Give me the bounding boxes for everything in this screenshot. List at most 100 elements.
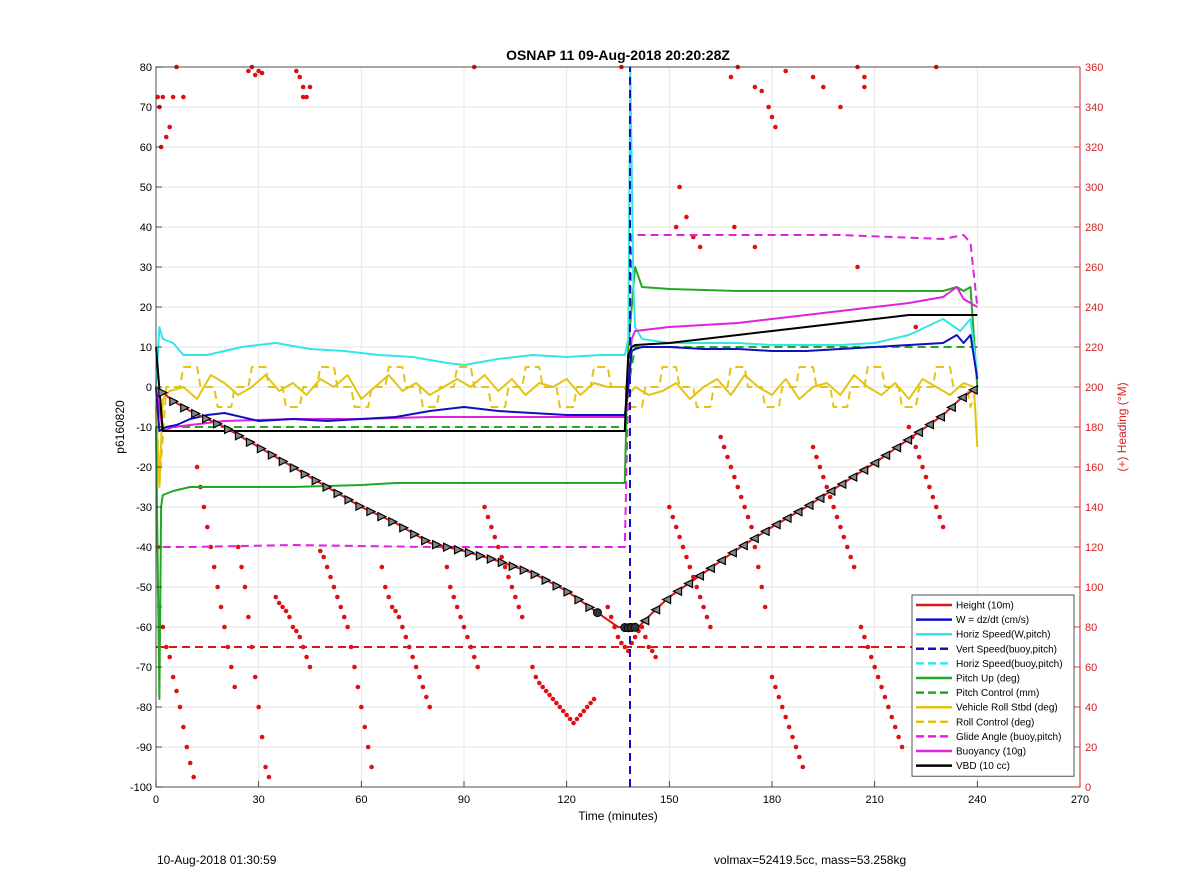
heading-point — [886, 704, 891, 710]
heading-point — [540, 684, 546, 690]
height-marker — [639, 615, 650, 626]
height-marker — [924, 419, 935, 430]
height-marker — [694, 570, 705, 581]
y-tick-label: -30 — [136, 502, 152, 514]
heading-point — [352, 664, 357, 670]
heading-point — [718, 434, 723, 440]
heading-point — [177, 704, 183, 710]
heading-point — [252, 72, 258, 78]
height-marker — [705, 563, 716, 574]
height-marker — [869, 458, 880, 468]
heading-point — [687, 564, 693, 570]
heading-point — [588, 700, 593, 706]
heading-point — [862, 84, 867, 90]
heading-point — [752, 544, 758, 550]
y-tick-label: -40 — [136, 542, 152, 554]
y2-tick-label: 240 — [1085, 302, 1103, 314]
chart-title: OSNAP 11 09-Aug-2018 20:20:28Z — [506, 47, 730, 63]
y2-axis-label: (+) Heading (°M) — [1115, 382, 1129, 471]
height-marker — [486, 554, 497, 564]
height-marker — [770, 519, 781, 530]
heading-point — [738, 494, 744, 500]
heading-point — [280, 604, 285, 610]
heading-point — [170, 674, 176, 680]
heading-point — [181, 94, 186, 100]
height-marker — [716, 555, 726, 566]
series-line-pitch_up — [155, 266, 979, 700]
heading-point — [831, 504, 836, 510]
heading-point — [283, 608, 289, 614]
heading-point — [170, 94, 176, 100]
heading-point — [276, 600, 282, 606]
y-tick-label: 10 — [140, 342, 152, 354]
heading-point — [304, 654, 309, 660]
heading-point — [756, 564, 761, 570]
heading-point — [769, 674, 775, 680]
y-axis-label: p6160820 — [113, 400, 127, 454]
height-marker — [333, 488, 344, 499]
heading-point — [697, 244, 703, 250]
legend-label: Glide Angle (buoy,pitch) — [956, 732, 1061, 743]
heading-point — [892, 724, 898, 730]
x-tick-label: 240 — [968, 794, 986, 806]
heading-point — [766, 104, 771, 110]
heading-point — [516, 604, 522, 610]
heading-point — [882, 694, 888, 700]
heading-point — [773, 124, 778, 130]
height-marker — [213, 418, 223, 429]
legend-label: Vehicle Roll Stbd (deg) — [956, 703, 1058, 714]
height-marker — [256, 443, 267, 454]
heading-point — [697, 594, 703, 600]
y2-tick-label: 40 — [1085, 702, 1097, 714]
series-line-vbd — [155, 314, 978, 432]
height-marker — [399, 522, 410, 533]
heading-point — [536, 680, 542, 686]
legend: Height (10m) W = dz/dt (cm/s) Horiz Speed(… — [911, 594, 1075, 777]
heading-point — [222, 624, 227, 630]
heading-point — [827, 494, 833, 500]
height-marker — [223, 424, 234, 435]
heading-point — [444, 564, 450, 570]
heading-point — [218, 604, 224, 610]
heading-point — [382, 584, 388, 590]
heading-point — [896, 734, 901, 740]
x-axis-label: Time (minutes) — [578, 809, 658, 823]
heading-point — [341, 614, 347, 620]
heading-point — [167, 124, 172, 130]
y2-tick-label: 340 — [1085, 102, 1103, 114]
heading-point — [704, 614, 710, 620]
heading-point — [506, 574, 511, 580]
height-marker — [880, 450, 891, 461]
axes: 0 30 60 90 120 150 180 210 240 270-100-90-80-70-6… — [130, 62, 1103, 806]
heading-point — [762, 604, 768, 610]
height-marker — [442, 542, 453, 553]
heading-point — [215, 584, 220, 590]
heading-point — [187, 760, 193, 766]
x-tick-label: 270 — [1071, 794, 1089, 806]
heading-point — [300, 94, 306, 100]
legend-label: Buoyancy (10g) — [956, 747, 1026, 758]
height-marker — [935, 411, 945, 422]
heading-point — [810, 74, 816, 80]
y2-tick-label: 200 — [1085, 382, 1103, 394]
heading-point — [475, 664, 480, 670]
heading-point — [297, 634, 303, 640]
heading-point — [543, 688, 549, 694]
heading-point — [211, 564, 217, 570]
heading-point — [848, 554, 854, 560]
height-marker — [967, 384, 978, 395]
heading-point — [615, 634, 621, 640]
heading-point — [160, 94, 166, 100]
height-marker — [267, 450, 278, 460]
heading-point — [605, 604, 611, 610]
legend-label: Vert Speed(buoy,pitch) — [956, 644, 1057, 655]
series-line-buoyancy — [155, 286, 978, 432]
y2-tick-label: 260 — [1085, 262, 1103, 274]
heading-point — [235, 544, 241, 550]
heading-point — [519, 614, 525, 620]
height-marker — [541, 575, 552, 586]
height-marker — [726, 547, 737, 558]
y-tick-label: 40 — [140, 222, 152, 234]
heading-point — [386, 594, 392, 600]
heading-point — [513, 594, 518, 600]
